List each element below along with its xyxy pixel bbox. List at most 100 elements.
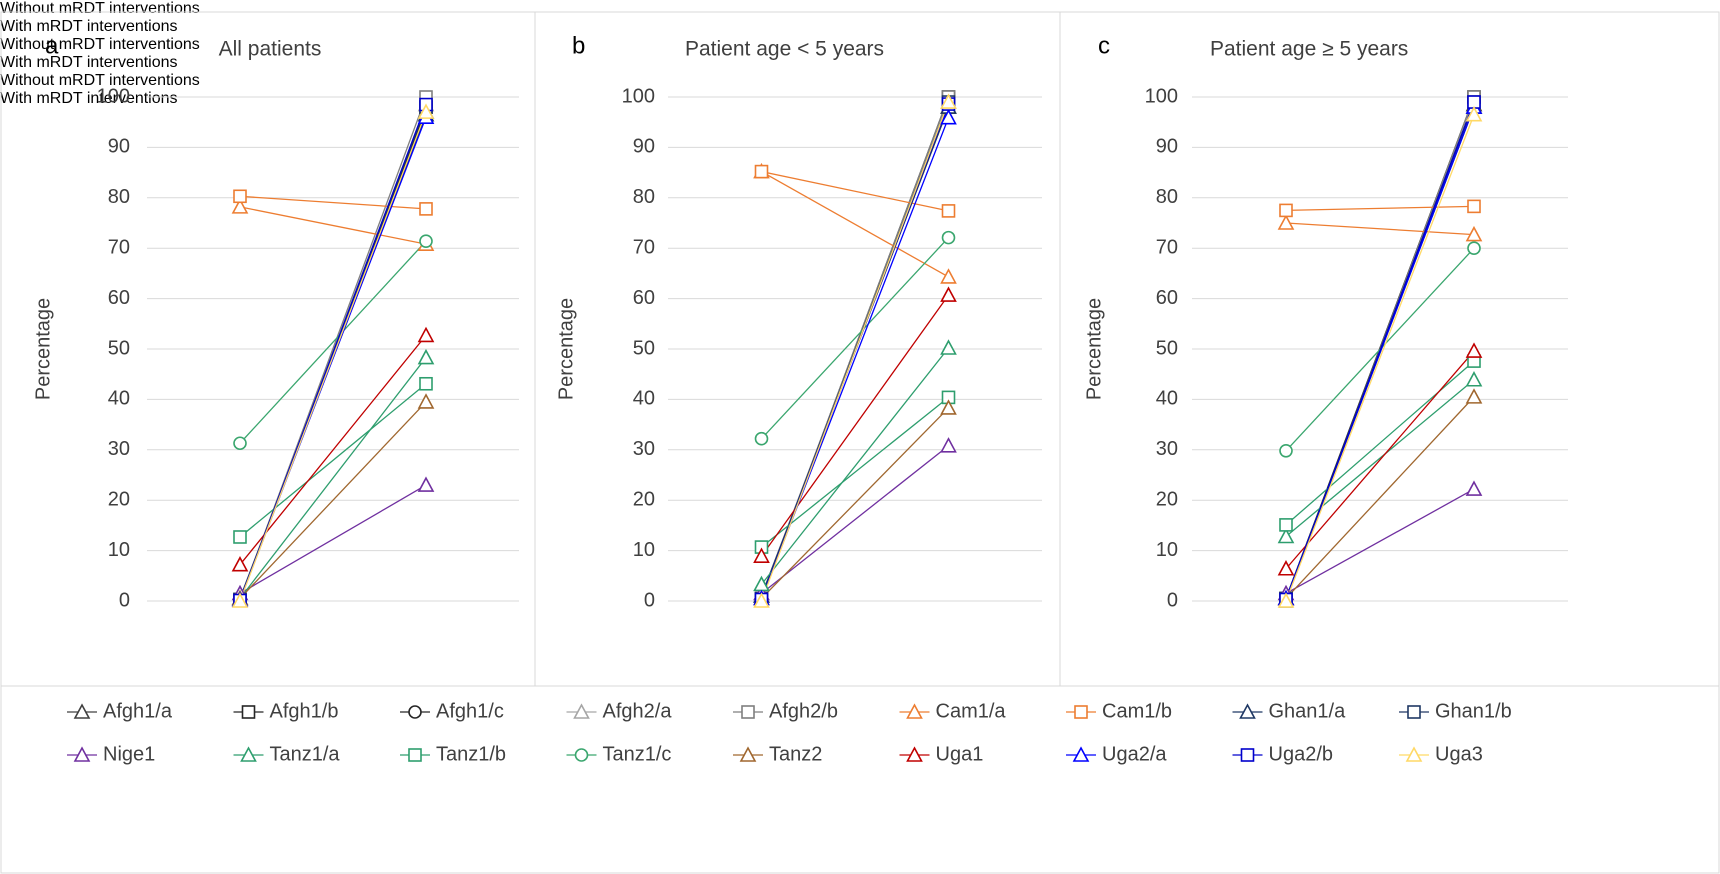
- legend-marker: [573, 703, 590, 719]
- marker: [940, 339, 957, 355]
- legend-label: Ghan1/b: [1435, 700, 1512, 722]
- legend-label: Afgh2/b: [769, 700, 838, 722]
- marker: [941, 204, 956, 218]
- y-axis-label: Percentage: [32, 298, 54, 400]
- series-line: [1285, 396, 1475, 599]
- y-tick-label: 90: [633, 136, 655, 158]
- y-tick-label: 10: [108, 539, 130, 561]
- marker: [1465, 105, 1483, 122]
- marker: [754, 164, 769, 179]
- marker: [941, 230, 956, 245]
- y-tick-label: 100: [1145, 85, 1178, 107]
- y-tick-label: 100: [97, 85, 130, 107]
- marker: [1277, 214, 1295, 230]
- marker: [1277, 527, 1295, 544]
- y-tick-label: 100: [622, 85, 655, 107]
- y-tick-label: 60: [108, 287, 130, 309]
- series-line: [760, 294, 950, 557]
- y-tick-label: 40: [1156, 388, 1178, 410]
- y-tick-label: 70: [1156, 236, 1178, 258]
- series-line: [239, 334, 427, 566]
- legend-marker: [739, 746, 757, 762]
- x-tick-label: Without mRDT interventions: [0, 36, 200, 53]
- marker: [417, 393, 435, 409]
- marker: [233, 189, 247, 204]
- marker: [1467, 241, 1481, 255]
- series-line: [761, 171, 949, 278]
- series-line: [1285, 379, 1475, 537]
- marker: [1465, 480, 1483, 496]
- legend-label: Uga1: [936, 743, 984, 765]
- legend-label: Uga3: [1435, 743, 1483, 765]
- legend-marker: [408, 705, 422, 719]
- y-tick-label: 20: [1156, 488, 1178, 510]
- marker: [1279, 203, 1293, 218]
- series-line: [761, 396, 949, 548]
- series-line: [1285, 222, 1475, 236]
- y-tick-label: 90: [108, 136, 130, 158]
- marker: [1279, 518, 1293, 532]
- series-line: [1285, 360, 1475, 526]
- legend-marker: [1239, 703, 1256, 719]
- legend-label: Afgh1/b: [270, 700, 339, 722]
- marker: [1279, 444, 1293, 458]
- x-tick-label: With mRDT interventions: [0, 18, 178, 35]
- x-tick-label: With mRDT interventions: [0, 90, 178, 107]
- legend-label: Uga2/a: [1102, 743, 1167, 765]
- legend-marker: [1072, 746, 1090, 762]
- series-line: [761, 445, 949, 594]
- series-line: [239, 206, 427, 245]
- y-tick-label: 50: [633, 337, 655, 359]
- chart-title: All patients: [219, 38, 322, 61]
- marker: [940, 437, 957, 453]
- legend-label: Tanz1/b: [436, 743, 506, 765]
- series-line: [239, 383, 427, 538]
- series-line: [1285, 488, 1475, 595]
- y-tick-label: 30: [1156, 438, 1178, 460]
- series-line: [1285, 114, 1475, 602]
- marker: [1277, 592, 1295, 608]
- marker: [753, 547, 770, 563]
- marker: [417, 348, 435, 365]
- y-tick-label: 90: [1156, 136, 1178, 158]
- series-line: [761, 170, 949, 212]
- x-tick-label: Without mRDT interventions: [0, 72, 200, 89]
- legend-label: Tanz2: [769, 743, 822, 765]
- legend-marker: [73, 746, 91, 762]
- y-tick-label: 70: [633, 236, 655, 258]
- legend-marker: [408, 748, 422, 762]
- legend-marker: [241, 705, 256, 719]
- series-line: [239, 240, 427, 444]
- marker: [417, 476, 435, 492]
- marker: [1277, 560, 1295, 576]
- legend-label: Afgh1/c: [436, 700, 504, 722]
- series-line: [761, 237, 949, 440]
- legend-label: Cam1/a: [936, 700, 1007, 722]
- marker: [940, 286, 957, 302]
- y-tick-label: 80: [1156, 186, 1178, 208]
- marker: [233, 436, 247, 451]
- legend-marker: [1074, 705, 1088, 719]
- y-tick-label: 0: [644, 589, 655, 611]
- y-tick-label: 30: [633, 438, 655, 460]
- series-line: [761, 407, 949, 599]
- marker: [940, 93, 957, 109]
- panel-label: a: [45, 32, 59, 59]
- series-line: [1285, 101, 1475, 600]
- legend-marker: [1405, 746, 1423, 762]
- marker: [231, 592, 249, 608]
- series-line: [239, 484, 427, 595]
- marker: [419, 202, 433, 216]
- legend-label: Afgh1/a: [103, 700, 173, 722]
- legend-label: Afgh2/a: [603, 700, 673, 722]
- chart-title: Patient age < 5 years: [685, 38, 884, 61]
- legend-marker: [906, 703, 923, 719]
- y-tick-label: 70: [108, 236, 130, 258]
- panel-label: c: [1098, 32, 1110, 59]
- y-tick-label: 0: [119, 589, 130, 611]
- series-line: [1285, 350, 1475, 570]
- marker: [419, 376, 433, 391]
- legend-marker: [1240, 748, 1255, 762]
